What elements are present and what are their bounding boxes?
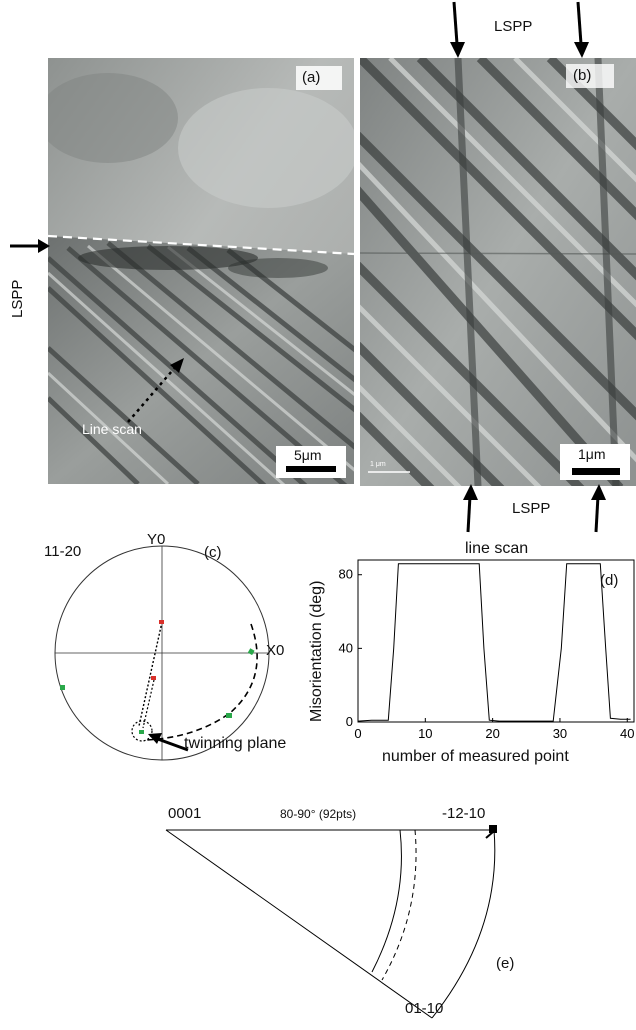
panel-a-scale-bar-label: 5μm	[294, 447, 322, 463]
sector-arc	[431, 829, 496, 1019]
sector-left-edge	[165, 829, 433, 1019]
pole-figure-direction: 11-20	[44, 543, 82, 560]
panel-e-label: (e)	[496, 955, 515, 972]
x-tick-label-0: 0	[354, 726, 361, 741]
sector-solid-boundary	[371, 829, 402, 973]
x-tick-label-2: 20	[485, 726, 499, 741]
panel-b-top-lspp-label: LSPP	[494, 18, 533, 35]
y-tick-label-0: 0	[346, 714, 353, 729]
y-tick-label-1: 40	[339, 640, 353, 655]
green-pole-2	[60, 685, 65, 690]
sector-dashed-boundary	[381, 829, 417, 981]
twinning-plane-arrow-head	[148, 733, 162, 744]
panel-b: (b) 1μm 1 μm	[316, 54, 636, 502]
panel-a-image	[38, 58, 358, 484]
pole-figure	[54, 545, 270, 761]
y-tick-label-2: 80	[339, 567, 353, 582]
great-circle-trace-1	[138, 621, 163, 727]
red-pole-1	[159, 620, 164, 624]
red-pole-2	[151, 676, 156, 680]
x-tick-label-4: 40	[620, 726, 634, 741]
panel-b-tiny-scale-text: 1 μm	[370, 461, 386, 468]
chart-y-axis-label: Misorientation (deg)	[308, 580, 325, 722]
green-pole-3	[226, 713, 232, 718]
panel-c-label: (c)	[204, 544, 222, 561]
panel-a-label: (a)	[302, 69, 321, 86]
panel-b-bottom-arrows	[463, 484, 606, 533]
panel-a: (a) Line scan 5μm	[38, 58, 358, 484]
panel-b-bottom-lspp-label: LSPP	[512, 500, 551, 517]
panel-c: 11-20 Y0 X0 (c) twinning plane	[0, 528, 320, 778]
x-tick-label-1: 10	[418, 726, 432, 741]
twinning-plane-label: twinning plane	[184, 735, 287, 752]
x-tick-label-3: 30	[553, 726, 567, 741]
panel-d: 0 10 20 30 40 0 40 80 line scan (d) number of m…	[300, 530, 636, 780]
cluster-tail	[485, 831, 494, 839]
panel-b-label: (b)	[573, 67, 592, 84]
panel-b-top-arrows	[450, 1, 589, 58]
pole-figure-x-axis-label: X0	[266, 642, 285, 659]
cluster-marker	[489, 825, 497, 833]
line-scan-annotation: Line scan	[82, 421, 142, 437]
panel-b-scale-bar-label: 1μm	[578, 446, 606, 462]
green-pole-1	[247, 648, 255, 656]
series-line	[357, 563, 631, 722]
panel-e: 0001 -12-10 80-90° (92pts) (e) 01-10	[150, 790, 550, 1025]
panel-a-lspp-label: LSPP	[9, 279, 26, 318]
panel-b-image	[316, 54, 636, 502]
chart-title: line scan	[465, 540, 529, 557]
ipf-corner-top-right: -12-10	[442, 805, 486, 822]
green-pole-4	[139, 730, 144, 734]
twinning-plane-marker	[131, 720, 153, 742]
twinning-plane-arrow-shaft	[154, 736, 189, 752]
great-circle-trace-2	[142, 679, 155, 729]
ipf-range-text: 80-90° (92pts)	[280, 807, 357, 821]
panel-a-lspp-arrow	[10, 239, 50, 253]
ipf-corner-top-left: 0001	[168, 805, 202, 822]
misorientation-chart: 0 10 20 30 40 0 40 80	[339, 559, 635, 741]
plot-frame	[357, 559, 635, 723]
dashed-arc	[144, 623, 258, 741]
chart-x-axis-label: number of measured point	[382, 748, 569, 765]
chart-panel-label: (d)	[600, 572, 619, 589]
ipf-sector	[165, 825, 497, 1019]
pole-figure-y-axis-label: Y0	[147, 531, 166, 548]
ipf-corner-bottom: 01-10	[405, 1000, 444, 1017]
